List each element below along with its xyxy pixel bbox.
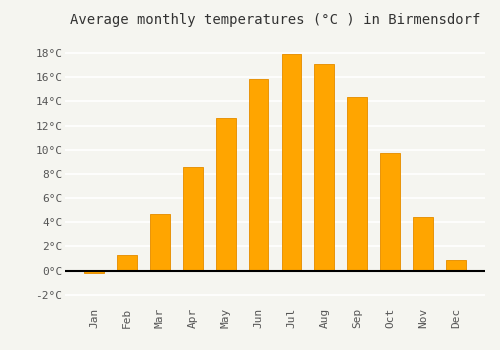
Bar [248,78,268,271]
Bar [446,260,466,271]
Title: Average monthly temperatures (°C ) in Birmensdorf: Average monthly temperatures (°C ) in Bi… [70,13,480,27]
Bar [183,167,203,271]
Bar [117,255,137,271]
Bar [84,271,104,273]
Bar [282,54,302,271]
Bar [314,64,334,271]
Bar [216,118,236,271]
Bar [380,153,400,271]
Bar [348,97,367,271]
Bar [413,217,433,271]
Bar [150,214,170,271]
